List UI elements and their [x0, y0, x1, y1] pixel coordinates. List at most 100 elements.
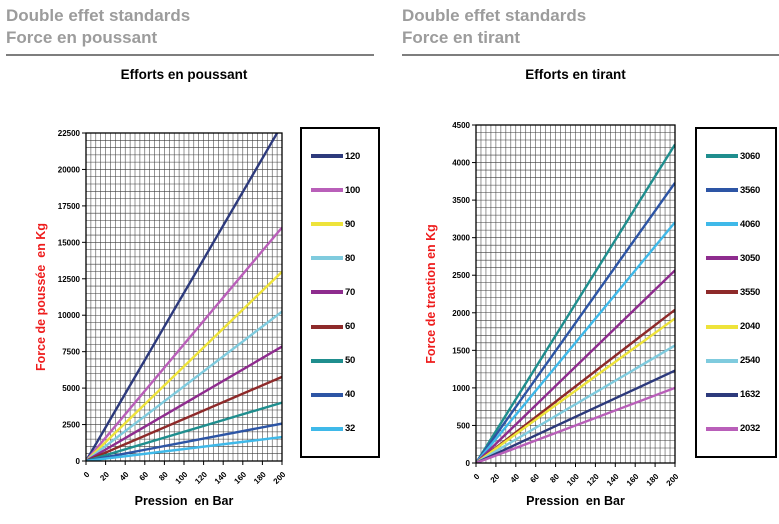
legend-line-swatch [311, 392, 343, 397]
axis-tick-labels: 0 20 40 60 80 100 120 140 160 180 200 0 2500 5000 7500… [58, 129, 288, 486]
x-tick-label: 180 [645, 472, 661, 488]
legend-item: 3050 [706, 253, 771, 264]
legend-line-swatch [311, 256, 343, 261]
legend-line-swatch [706, 324, 738, 329]
y-tick-label: 20000 [58, 165, 81, 174]
series-line-80 [86, 310, 282, 461]
chart-title-push: Efforts en poussant [120, 67, 248, 82]
x-tick-label: 0 [82, 470, 92, 480]
legend-item: 60 [311, 321, 374, 332]
legend-label: 60 [345, 321, 355, 333]
legend-label: 40 [345, 389, 355, 401]
legend-label: 120 [345, 150, 360, 162]
legend-item: 50 [311, 355, 374, 366]
header-line2: Force en tirant [402, 28, 521, 47]
y-tick-label: 0 [466, 459, 471, 468]
series-line-100 [86, 226, 282, 461]
y-tick-label: 15000 [58, 238, 81, 247]
legend-label: 100 [345, 184, 360, 196]
legend-label: 2040 [740, 321, 760, 333]
legend-push: 120 100 90 80 70 60 50 40 32 [300, 127, 380, 458]
y-tick-label: 2500 [452, 271, 470, 280]
legend-label: 1632 [740, 389, 760, 401]
y-tick-label: 22500 [58, 129, 81, 138]
series-line-70 [86, 345, 282, 461]
legend-line-swatch [706, 290, 738, 295]
y-tick-label: 2000 [452, 309, 470, 318]
legend-label: 3050 [740, 252, 760, 264]
y-tick-label: 1000 [452, 384, 470, 393]
series-line-3560 [476, 182, 675, 463]
y-tick-label: 2500 [62, 421, 80, 430]
legend-item: 70 [311, 287, 374, 298]
legend-line-swatch [706, 256, 738, 261]
x-tick-label: 200 [272, 470, 288, 486]
legend-line-swatch [311, 324, 343, 329]
y-tick-label: 3500 [452, 196, 470, 205]
legend-item: 1632 [706, 389, 771, 400]
series-line-3060 [476, 143, 675, 463]
y-tick-label: 0 [76, 457, 81, 466]
series-line-50 [86, 401, 282, 461]
x-tick-label: 40 [509, 472, 522, 485]
x-tick-label: 180 [252, 470, 268, 486]
chart-push: 0 20 40 60 80 100 120 140 160 180 200 0 2500 5000 7500… [58, 129, 288, 486]
legend-item: 3060 [706, 151, 771, 162]
series [86, 133, 282, 461]
series-line-3050 [476, 269, 675, 463]
header-line2: Force en poussant [6, 28, 158, 47]
x-tick-label: 20 [489, 472, 502, 485]
series-line-32 [86, 435, 282, 461]
gridlines [475, 124, 676, 464]
legend-pull: 3060 3560 4060 3050 3550 2040 2540 1632 2032 [695, 127, 777, 458]
legend-label: 70 [345, 286, 355, 298]
series-line-1632 [476, 369, 675, 463]
legend-label: 2032 [740, 423, 760, 435]
series-line-4060 [476, 221, 675, 463]
y-tick-label: 10000 [58, 311, 81, 320]
legend-label: 3560 [740, 184, 760, 196]
x-axis-title-push: Pression en Bar [134, 494, 234, 508]
x-tick-label: 40 [118, 470, 131, 483]
y-tick-label: 3000 [452, 234, 470, 243]
chart-title-pull: Efforts en tirant [525, 67, 626, 82]
x-tick-label: 60 [138, 470, 151, 483]
x-tick-label: 60 [528, 472, 541, 485]
legend-line-swatch [311, 222, 343, 227]
legend-line-swatch [706, 358, 738, 363]
legend-line-swatch [311, 290, 343, 295]
legend-item: 40 [311, 389, 374, 400]
legend-item: 4060 [706, 219, 771, 230]
x-tick-label: 0 [472, 472, 482, 482]
panel-header-push: Double effet standards Force en poussant [6, 5, 374, 56]
legend-label: 4060 [740, 218, 760, 230]
series-line-90 [86, 270, 282, 461]
x-tick-label: 160 [232, 470, 248, 486]
x-tick-label: 140 [605, 472, 621, 488]
series-line-2040 [476, 317, 675, 463]
legend-item: 120 [311, 151, 374, 162]
series [476, 143, 675, 463]
legend-line-swatch [311, 154, 343, 159]
legend-item: 80 [311, 253, 374, 264]
x-tick-label: 100 [174, 470, 190, 486]
x-tick-label: 80 [157, 470, 170, 483]
legend-line-swatch [706, 222, 738, 227]
legend-item: 90 [311, 219, 374, 230]
legend-item: 2032 [706, 423, 771, 434]
x-tick-label: 140 [213, 470, 229, 486]
legend-item: 3550 [706, 287, 771, 298]
series-line-60 [86, 375, 282, 461]
x-tick-label: 200 [665, 472, 681, 488]
x-tick-label: 120 [193, 470, 209, 486]
series-line-120 [86, 133, 279, 461]
x-tick-label: 100 [565, 472, 581, 488]
y-tick-label: 7500 [62, 348, 80, 357]
legend-label: 3060 [740, 150, 760, 162]
legend-line-swatch [311, 188, 343, 193]
legend-label: 90 [345, 218, 355, 230]
y-tick-label: 500 [457, 421, 471, 430]
legend-line-swatch [311, 358, 343, 363]
